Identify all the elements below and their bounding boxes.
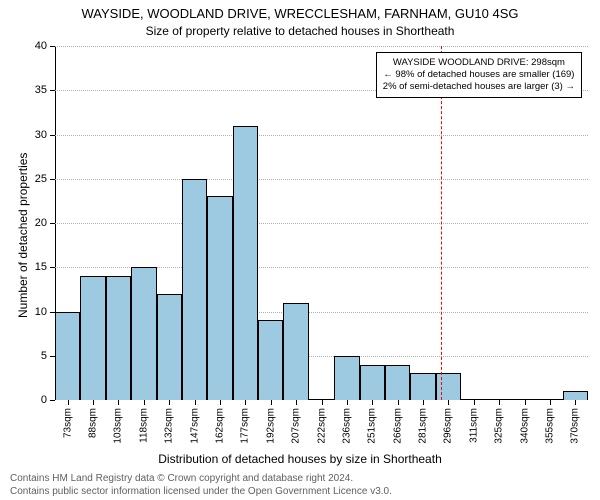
bar (360, 365, 385, 400)
y-tick-label: 5 (17, 350, 47, 362)
y-tick-label: 0 (17, 394, 47, 406)
x-tick-label: 88sqm (88, 408, 99, 438)
x-tick (448, 400, 449, 405)
x-tick-label: 251sqm (367, 408, 378, 444)
x-tick (169, 400, 170, 405)
x-tick (93, 400, 94, 405)
annotation-box: WAYSIDE WOODLAND DRIVE: 298sqm← 98% of d… (376, 52, 582, 98)
gridline (55, 223, 588, 224)
x-tick (575, 400, 576, 405)
x-tick-label: 355sqm (544, 408, 555, 444)
bar (410, 373, 435, 400)
x-tick-label: 132sqm (164, 408, 175, 444)
x-tick (423, 400, 424, 405)
x-tick (271, 400, 272, 405)
y-tick (50, 400, 55, 401)
y-tick (50, 135, 55, 136)
x-tick-label: 103sqm (113, 408, 124, 444)
bar (385, 365, 410, 400)
x-tick (398, 400, 399, 405)
x-tick-label: 281sqm (418, 408, 429, 444)
annotation-line: WAYSIDE WOODLAND DRIVE: 298sqm (383, 57, 575, 69)
x-tick (474, 400, 475, 405)
x-tick (220, 400, 221, 405)
x-tick (118, 400, 119, 405)
x-tick (499, 400, 500, 405)
bar (131, 267, 156, 400)
x-tick (296, 400, 297, 405)
x-tick-label: 311sqm (468, 408, 479, 443)
title-main: WAYSIDE, WOODLAND DRIVE, WRECCLESHAM, FA… (0, 6, 600, 21)
x-tick-label: 325sqm (494, 408, 505, 444)
y-tick-label: 30 (17, 129, 47, 141)
x-tick-label: 73sqm (62, 408, 73, 438)
bar (436, 373, 461, 400)
y-tick (50, 223, 55, 224)
x-tick-label: 296sqm (443, 408, 454, 444)
x-tick (245, 400, 246, 405)
y-tick-label: 40 (17, 40, 47, 52)
x-tick-label: 370sqm (570, 408, 581, 444)
x-tick (525, 400, 526, 405)
x-tick-label: 162sqm (214, 408, 225, 444)
x-tick-label: 340sqm (519, 408, 530, 444)
x-axis-label: Distribution of detached houses by size … (0, 452, 600, 466)
y-tick (50, 46, 55, 47)
x-tick-label: 266sqm (392, 408, 403, 444)
x-tick (195, 400, 196, 405)
x-tick-label: 222sqm (316, 408, 327, 444)
title-sub: Size of property relative to detached ho… (0, 24, 600, 38)
bar (258, 320, 283, 400)
x-tick-label: 236sqm (341, 408, 352, 444)
x-tick (322, 400, 323, 405)
bar (182, 179, 207, 400)
bar (283, 303, 308, 400)
x-tick-label: 147sqm (189, 408, 200, 444)
x-tick (550, 400, 551, 405)
attribution-line-2: Contains public sector information licen… (10, 485, 590, 498)
bar (55, 312, 80, 401)
x-tick-label: 192sqm (265, 408, 276, 444)
figure: WAYSIDE, WOODLAND DRIVE, WRECCLESHAM, FA… (0, 0, 600, 500)
bar (106, 276, 131, 400)
attribution-line-1: Contains HM Land Registry data © Crown c… (10, 472, 590, 485)
annotation-line: 2% of semi-detached houses are larger (3… (383, 81, 575, 93)
x-tick-label: 207sqm (291, 408, 302, 444)
annotation-line: ← 98% of detached houses are smaller (16… (383, 69, 575, 81)
y-tick-label: 35 (17, 84, 47, 96)
x-tick (347, 400, 348, 405)
bar (334, 356, 359, 400)
bar (157, 294, 182, 400)
gridline (55, 46, 588, 47)
x-tick (68, 400, 69, 405)
x-tick-label: 177sqm (240, 408, 251, 444)
x-tick-label: 118sqm (138, 408, 149, 443)
marker-line (441, 46, 442, 400)
x-tick (144, 400, 145, 405)
bar (563, 391, 588, 400)
y-tick (50, 179, 55, 180)
bar (207, 196, 232, 400)
y-axis-label: Number of detached properties (16, 153, 30, 318)
y-tick (50, 267, 55, 268)
y-tick (50, 90, 55, 91)
gridline (55, 179, 588, 180)
bar (233, 126, 258, 400)
x-tick (372, 400, 373, 405)
bar (80, 276, 105, 400)
gridline (55, 135, 588, 136)
attribution: Contains HM Land Registry data © Crown c… (10, 472, 590, 498)
plot-area: 051015202530354073sqm88sqm103sqm118sqm13… (55, 46, 588, 400)
